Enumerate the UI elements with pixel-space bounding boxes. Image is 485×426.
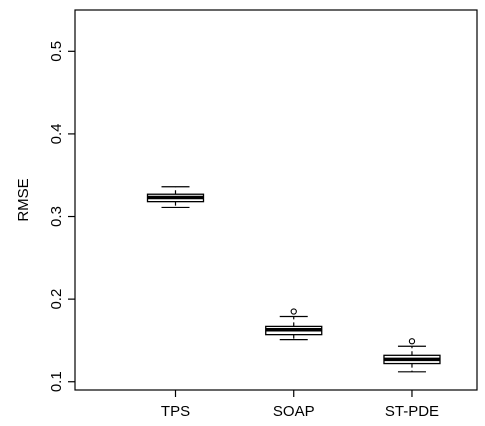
y-tick-label: 0.2 (48, 289, 65, 310)
plot-frame (74, 9, 478, 391)
y-axis: 0.1 0.2 0.3 0.4 0.5 (48, 41, 75, 392)
y-tick-label: 0.4 (48, 123, 65, 144)
y-tick-label: 0.3 (48, 206, 65, 227)
x-tick-label: TPS (161, 403, 190, 420)
box-soap (265, 308, 323, 341)
y-tick-label: 0.5 (48, 41, 65, 62)
y-axis-label: RMSE (15, 178, 32, 221)
box-st-pde (383, 338, 441, 373)
y-tick-label: 0.1 (48, 371, 65, 392)
x-tick-label: SOAP (273, 403, 315, 420)
box-tps (146, 186, 205, 209)
outlier-point (290, 308, 297, 315)
outlier-point (408, 338, 416, 345)
box-series (146, 186, 441, 373)
x-axis: TPS SOAP ST-PDE (161, 390, 439, 420)
x-tick-label: ST-PDE (385, 403, 439, 420)
